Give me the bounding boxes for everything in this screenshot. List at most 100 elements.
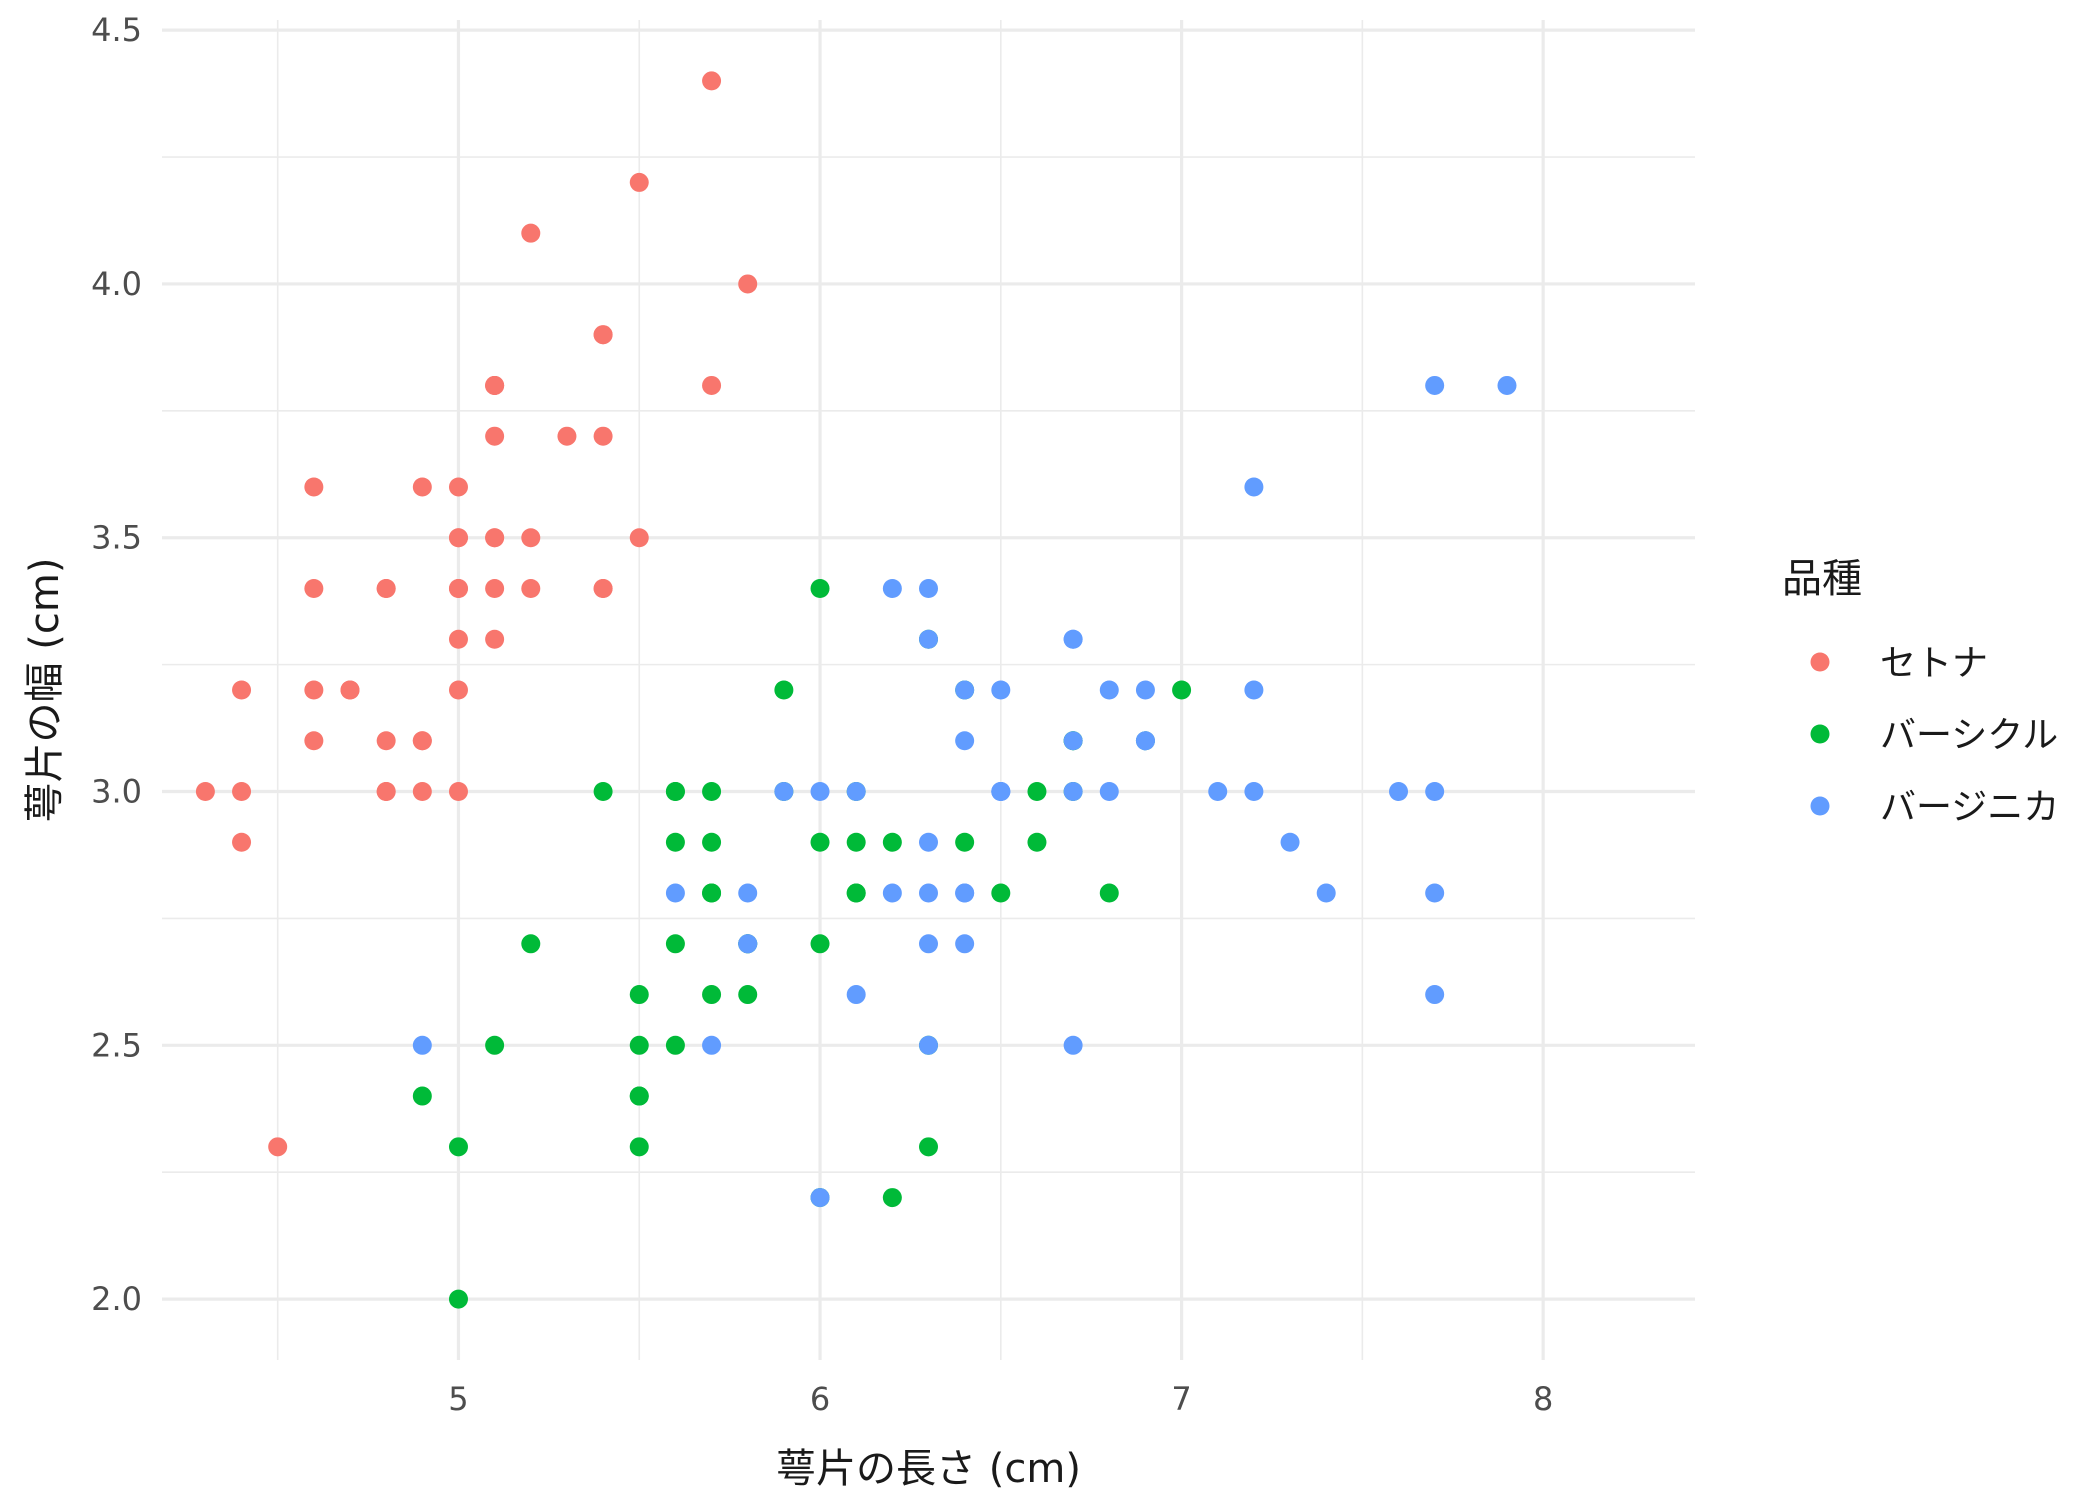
data-point-series-2 [846,883,866,903]
data-point-series-1 [702,375,722,395]
x-tick-label: 7 [1171,1380,1191,1418]
data-point-series-3 [1425,375,1445,395]
data-point-series-3 [1425,883,1445,903]
data-point-series-2 [448,1137,468,1157]
x-tick-label: 8 [1533,1380,1553,1418]
data-point-series-3 [1063,1035,1083,1055]
legend-title: 品種 [1782,556,1862,602]
data-point-series-3 [702,1035,722,1055]
legend-item: バージニカ [1810,787,2059,828]
data-point-series-2 [702,985,722,1005]
data-point-series-2 [774,680,794,700]
data-point-series-1 [593,578,613,598]
data-point-series-1 [593,426,613,446]
data-point-series-1 [412,731,432,751]
x-tick-label: 5 [448,1380,468,1418]
data-point-series-2 [665,934,685,954]
legend-item: バーシクル [1810,715,2058,756]
data-point-series-2 [521,934,541,954]
data-point-series-1 [304,578,324,598]
data-point-series-1 [268,1137,288,1157]
data-point-series-3 [810,1188,830,1208]
data-point-series-1 [195,782,215,802]
tick-labels: 5 6 7 8 2.0 2.5 3.0 3.5 4.0 4.5 [91,11,1553,1418]
y-tick-label: 3.0 [91,773,142,811]
data-point-series-1 [376,578,396,598]
data-point-series-3 [955,680,975,700]
data-point-series-3 [955,934,975,954]
x-axis-title: 萼片の長さ (cm) [776,1446,1081,1492]
data-point-series-2 [629,985,649,1005]
data-point-series-3 [738,883,758,903]
data-point-series-1 [448,782,468,802]
grid-layer [162,20,1695,1360]
data-point-series-2 [702,883,722,903]
data-point-series-3 [991,782,1011,802]
data-point-series-3 [1425,985,1445,1005]
data-point-series-3 [738,934,758,954]
data-point-series-1 [557,426,577,446]
data-point-series-3 [919,578,938,598]
legend-label: バージニカ [1880,787,2059,828]
data-point-series-1 [448,680,468,700]
data-point-series-1 [629,172,649,192]
data-point-series-2 [593,782,613,802]
data-point-series-2 [955,832,975,852]
data-point-series-3 [1497,375,1517,395]
data-point-series-2 [882,832,902,852]
data-point-series-2 [810,832,830,852]
data-point-series-2 [1027,782,1047,802]
data-point-series-1 [448,477,468,497]
data-point-series-1 [521,578,541,598]
data-point-series-3 [919,883,938,903]
data-point-series-3 [1063,782,1083,802]
y-tick-label: 2.0 [91,1280,142,1318]
data-point-series-2 [702,782,722,802]
data-point-series-2 [810,934,830,954]
data-point-series-1 [738,274,758,294]
data-point-series-1 [629,528,649,548]
data-point-series-3 [1135,731,1155,751]
legend-key-swatch [1810,724,1830,744]
data-point-series-1 [304,731,324,751]
data-point-series-2 [882,1188,902,1208]
data-point-series-3 [1099,782,1119,802]
data-point-series-1 [448,528,468,548]
data-point-series-3 [919,1035,938,1055]
data-point-series-3 [1389,782,1409,802]
data-point-series-3 [955,883,975,903]
data-point-series-2 [738,985,758,1005]
legend-label: セトナ [1880,643,1988,684]
data-point-series-2 [412,1086,432,1106]
data-point-series-1 [232,782,252,802]
data-point-series-1 [485,375,505,395]
data-point-series-3 [1280,832,1300,852]
data-point-series-1 [304,680,324,700]
y-tick-label: 4.0 [91,265,142,303]
legend-key-swatch [1810,652,1830,672]
data-point-series-3 [665,883,685,903]
data-point-series-1 [232,832,252,852]
data-point-series-1 [521,223,541,243]
data-point-series-1 [340,680,360,700]
data-point-series-3 [846,782,866,802]
y-tick-label: 2.5 [91,1026,142,1064]
data-point-series-3 [919,832,938,852]
data-points [195,71,1517,1309]
data-point-series-1 [485,426,505,446]
data-point-series-1 [485,629,505,649]
data-point-series-2 [1099,883,1119,903]
data-point-series-1 [376,782,396,802]
x-tick-label: 6 [810,1380,830,1418]
data-point-series-1 [702,71,722,91]
data-point-series-1 [485,578,505,598]
data-point-series-3 [1316,883,1336,903]
data-point-series-1 [304,477,324,497]
data-point-series-3 [919,629,938,649]
data-point-series-3 [1244,782,1264,802]
data-point-series-1 [448,578,468,598]
data-point-series-1 [448,629,468,649]
